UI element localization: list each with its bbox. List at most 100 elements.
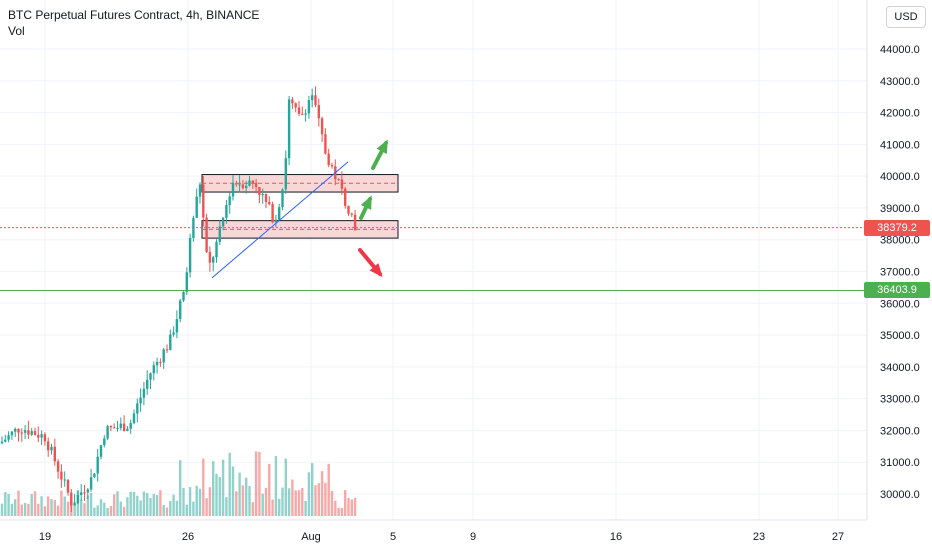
candle-body <box>215 241 218 258</box>
volume-bar <box>185 504 188 516</box>
volume-bar <box>4 492 7 516</box>
volume-bar <box>258 451 261 516</box>
volume-bar <box>278 498 281 516</box>
candle-body <box>297 107 301 114</box>
time-axis-label: 9 <box>470 531 476 543</box>
candle-body <box>172 332 175 335</box>
volume-bar <box>274 456 278 516</box>
volume-bar <box>271 499 274 516</box>
candle-body <box>340 179 344 189</box>
time-axis-label: 19 <box>39 531 51 543</box>
horizontal-line-price-tag: 36403.9 <box>864 282 930 299</box>
price-axis-label: 34000.0 <box>880 362 920 374</box>
candle-body <box>248 180 251 186</box>
volume-bar <box>320 471 324 516</box>
candle-body <box>162 349 165 363</box>
candle-body <box>182 291 185 301</box>
candle-body <box>291 99 294 104</box>
volume-bar <box>99 499 103 516</box>
candle-body <box>63 479 66 481</box>
volume-bar <box>80 499 83 516</box>
candle-body <box>337 179 340 181</box>
price-axis-label: 33000.0 <box>880 394 920 406</box>
candle-body <box>235 183 238 185</box>
volume-bar <box>40 496 43 516</box>
candle-body <box>113 427 116 429</box>
volume-bar <box>188 487 192 516</box>
candle-body <box>344 188 347 206</box>
volume-bar <box>53 500 56 516</box>
time-axis-label: Aug <box>301 531 321 543</box>
candle-body <box>152 365 155 374</box>
volume-bar <box>228 452 231 516</box>
price-axis-label: 35000.0 <box>880 330 920 342</box>
candle-body <box>50 446 53 451</box>
volume-bar <box>165 507 169 516</box>
candle-body <box>261 193 264 196</box>
price-axis-label: 37000.0 <box>880 267 920 279</box>
candle-body <box>149 373 152 380</box>
volume-bar <box>198 488 202 516</box>
candle-body <box>231 183 235 197</box>
currency-button[interactable]: USD <box>886 6 926 28</box>
volume-bar <box>149 498 152 516</box>
candle-body <box>96 456 99 474</box>
candle-body <box>99 445 103 457</box>
candle-body <box>317 105 320 119</box>
candle-body <box>119 423 122 428</box>
volume-bar <box>86 495 89 516</box>
price-axis: 44000.0 43000.0 42000.0 41000.0 40000.0 39000… <box>880 44 920 501</box>
candle-body <box>103 438 106 446</box>
volume-bar <box>297 490 301 516</box>
volume-bar <box>93 507 96 516</box>
candle-body <box>245 185 248 189</box>
volume-bar <box>182 487 185 516</box>
candle-body <box>126 428 129 431</box>
price-axis-label: 42000.0 <box>880 108 920 120</box>
volume-bar <box>7 493 10 516</box>
volume-bar <box>231 466 235 516</box>
candle-body <box>106 426 109 439</box>
volume-bar <box>10 503 14 516</box>
support-resistance-zones <box>201 174 399 239</box>
volume-bar <box>192 501 195 516</box>
volume-bar <box>30 494 33 516</box>
time-axis-label: 5 <box>390 531 396 543</box>
volume-bar <box>126 497 129 516</box>
volume-bar <box>17 490 20 516</box>
time-axis-label: 26 <box>182 531 194 543</box>
candles <box>0 86 357 512</box>
candle-body <box>294 103 297 108</box>
volume-bar <box>215 473 218 516</box>
volume-bar <box>301 488 304 516</box>
candle-body <box>304 113 307 115</box>
volume-bar <box>261 493 264 516</box>
candle-body <box>165 349 169 351</box>
price-axis-label: 44000.0 <box>880 44 920 56</box>
volume-bar <box>218 476 221 516</box>
candle-body <box>350 213 353 215</box>
volume-bar <box>132 491 136 516</box>
volume-bar <box>109 506 113 516</box>
volume-bar <box>324 482 327 516</box>
candle-body <box>30 431 33 435</box>
volume-bar <box>179 460 182 516</box>
volume-bar <box>245 477 248 516</box>
current-price-tag: 38379.2 <box>864 219 930 236</box>
volume-bar <box>281 487 284 516</box>
candle-body <box>221 218 225 227</box>
volume-bar <box>27 503 30 516</box>
volume-bar <box>340 507 344 516</box>
candle-body <box>53 446 56 462</box>
price-axis-label: 30000.0 <box>880 489 920 501</box>
price-axis-label: 40000.0 <box>880 171 920 183</box>
volume-bar <box>291 479 294 516</box>
volume-bar <box>60 490 63 516</box>
volume-bar <box>251 502 254 516</box>
volume-bar <box>142 491 146 516</box>
candle-body <box>14 428 17 432</box>
volume-bar <box>304 500 307 516</box>
volume-bar <box>159 490 162 516</box>
candle-body <box>330 164 334 167</box>
